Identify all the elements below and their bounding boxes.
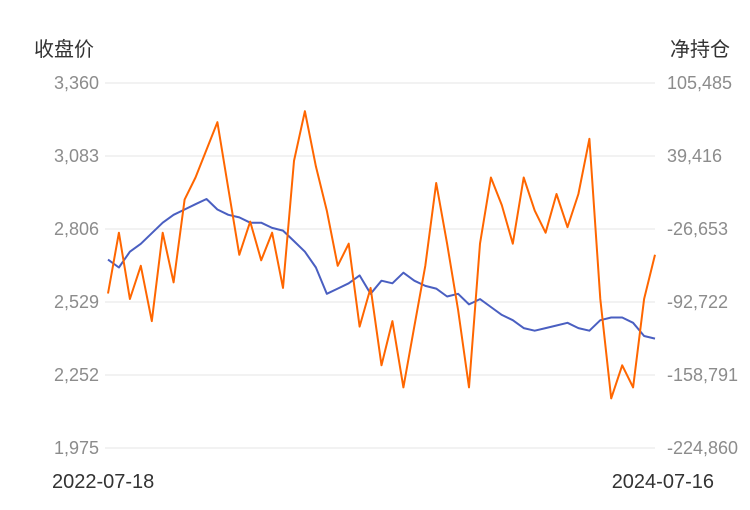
- x-start-label: 2022-07-18: [52, 471, 154, 493]
- right-tick-label: -92,722: [667, 292, 728, 312]
- right-tick-label: 39,416: [667, 146, 722, 166]
- right-tick-label: 105,485: [667, 73, 732, 93]
- x-end-label: 2024-07-16: [612, 471, 714, 493]
- right-tick-label: -158,791: [667, 365, 738, 385]
- left-tick-label: 1,975: [54, 438, 99, 458]
- right-tick-label: -26,653: [667, 219, 728, 239]
- left-tick-label: 3,360: [54, 73, 99, 93]
- right-axis-title: 净持仓: [670, 37, 730, 61]
- left-tick-label: 2,252: [54, 365, 99, 385]
- left-tick-label: 3,083: [54, 146, 99, 166]
- axis-ticks: 3,360 105,485 3,083 39,416 2,806 -26,653 2,529…: [54, 73, 738, 458]
- grid: [105, 82, 655, 449]
- right-tick-label: -224,860: [667, 438, 738, 458]
- net-position-line: [107, 110, 656, 400]
- close-price-line: [107, 198, 656, 340]
- left-axis-title: 收盘价: [34, 37, 94, 61]
- left-tick-label: 2,806: [54, 219, 99, 239]
- series-lines: [107, 110, 656, 400]
- left-tick-label: 2,529: [54, 292, 99, 312]
